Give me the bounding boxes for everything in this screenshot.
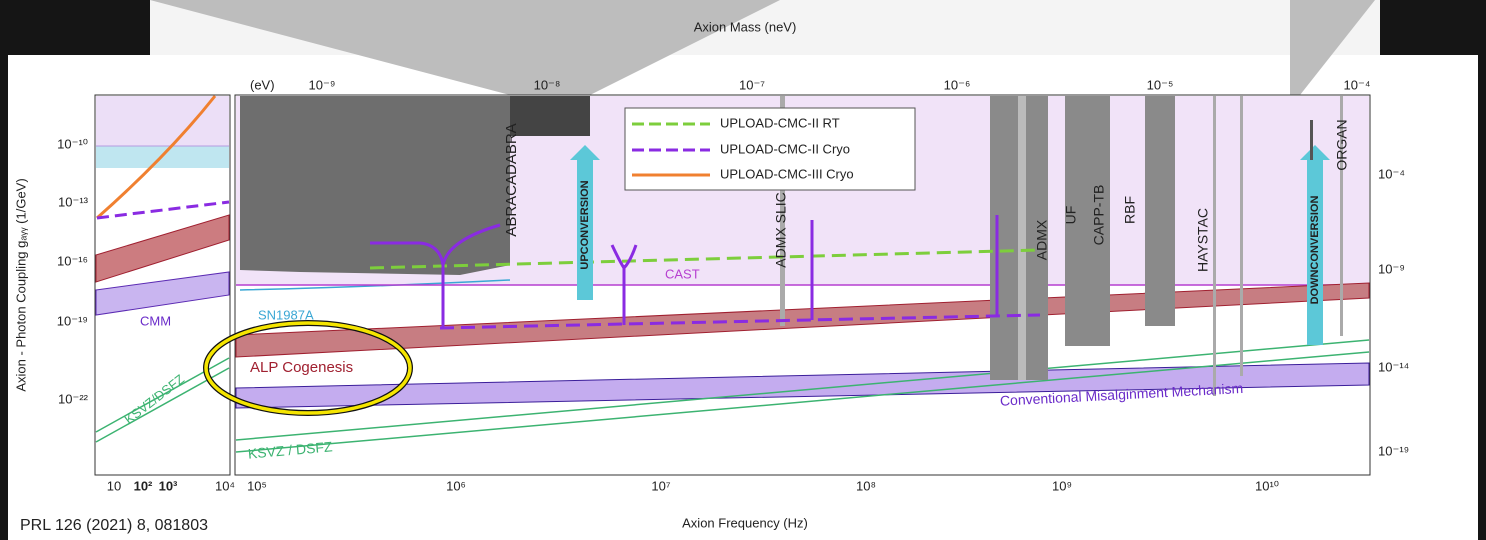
band xyxy=(95,214,230,283)
excluded xyxy=(1213,96,1216,396)
label: UF xyxy=(1063,206,1079,225)
x-tick-label: 10⁹ xyxy=(1052,478,1072,493)
top-tick-label: 10⁻⁹ xyxy=(309,77,336,92)
y-tick-label: 10⁻²² xyxy=(58,391,89,406)
x-tick-label: 10⁴ xyxy=(215,478,235,493)
x-axis-title: Axion Frequency (Hz) xyxy=(682,515,808,530)
excluded xyxy=(240,96,510,275)
marker xyxy=(1310,120,1313,160)
highlight xyxy=(204,321,412,415)
label: UPCONVERSION xyxy=(579,180,591,269)
reference: PRL 126 (2021) 8, 081803 xyxy=(20,517,208,534)
dashed xyxy=(96,200,230,220)
label: ALP Cogenesis xyxy=(250,359,353,376)
label: CAST xyxy=(665,266,700,281)
top-tick-label: 10⁻⁷ xyxy=(739,77,765,92)
label: ADMX xyxy=(1034,219,1050,260)
arrow xyxy=(570,145,600,300)
top-axis-unit: (eV) xyxy=(250,77,275,92)
top-tick-label: 10⁻⁶ xyxy=(944,77,971,92)
legend-label: UPLOAD-CMC-II Cryo xyxy=(720,141,850,156)
y-axis-title: Axion - Photon Coupling gₐᵧᵧ (1/GeV) xyxy=(13,178,28,391)
legend-label: UPLOAD-CMC-II RT xyxy=(720,115,840,130)
top-tick-label: 10⁻⁵ xyxy=(1147,77,1174,92)
line xyxy=(235,339,1370,441)
y2-tick-label: 10⁻¹⁴ xyxy=(1378,359,1409,374)
x-tick-label: 10⁵ xyxy=(247,478,267,493)
top-title: Axion Mass (neV) xyxy=(694,19,797,34)
label: DOWNCONVERSION xyxy=(1309,196,1321,305)
y2-tick-label: 10⁻⁹ xyxy=(1378,261,1405,276)
excluded xyxy=(1018,96,1026,380)
top-tick-label: 10⁻⁸ xyxy=(534,77,561,92)
x-tick-label: 10² xyxy=(134,478,153,493)
x-tick-label: 10³ xyxy=(159,478,178,493)
excluded xyxy=(510,96,590,136)
x-tick-label: 10⁶ xyxy=(446,478,466,493)
dashed xyxy=(369,248,1041,270)
y2-tick-label: 10⁻¹⁹ xyxy=(1378,443,1409,458)
label: ADMX SLIC xyxy=(773,192,789,267)
y-tick-label: 10⁻¹⁹ xyxy=(57,313,88,328)
excluded xyxy=(1340,96,1343,336)
excluded xyxy=(780,96,785,326)
label: ORGAN xyxy=(1334,119,1350,170)
band xyxy=(95,271,230,316)
x-tick-label: 10¹⁰ xyxy=(1255,478,1279,493)
y-tick-label: 10⁻¹⁶ xyxy=(57,253,88,268)
dashed xyxy=(439,313,1041,330)
label: KSVZ / DSFZ xyxy=(247,438,333,461)
arrow xyxy=(1300,145,1330,345)
curve xyxy=(96,95,217,220)
label: CMM xyxy=(140,313,171,328)
top-tick-label: 10⁻⁴ xyxy=(1344,77,1371,92)
curve xyxy=(370,215,999,328)
label: HAYSTAC xyxy=(1195,208,1211,272)
line xyxy=(235,351,1370,453)
x-tick-label: 10 xyxy=(107,478,121,493)
label: CAPP-TB xyxy=(1091,185,1107,246)
y-tick-label: 10⁻¹⁰ xyxy=(57,136,88,151)
x-tick-label: 10⁷ xyxy=(651,478,670,493)
excluded xyxy=(1145,96,1175,326)
label: ABRACADABRA xyxy=(503,123,520,236)
excluded xyxy=(1240,96,1243,376)
y2-tick-label: 10⁻⁴ xyxy=(1378,166,1405,181)
projection xyxy=(1290,0,1375,95)
label: RBF xyxy=(1122,196,1138,224)
y-tick-label: 10⁻¹³ xyxy=(58,194,89,209)
x-tick-label: 10⁸ xyxy=(856,478,876,493)
legend-label: UPLOAD-CMC-III Cryo xyxy=(720,166,854,181)
label: SN1987A xyxy=(258,307,314,322)
excluded xyxy=(1065,96,1110,346)
projection xyxy=(150,0,780,95)
